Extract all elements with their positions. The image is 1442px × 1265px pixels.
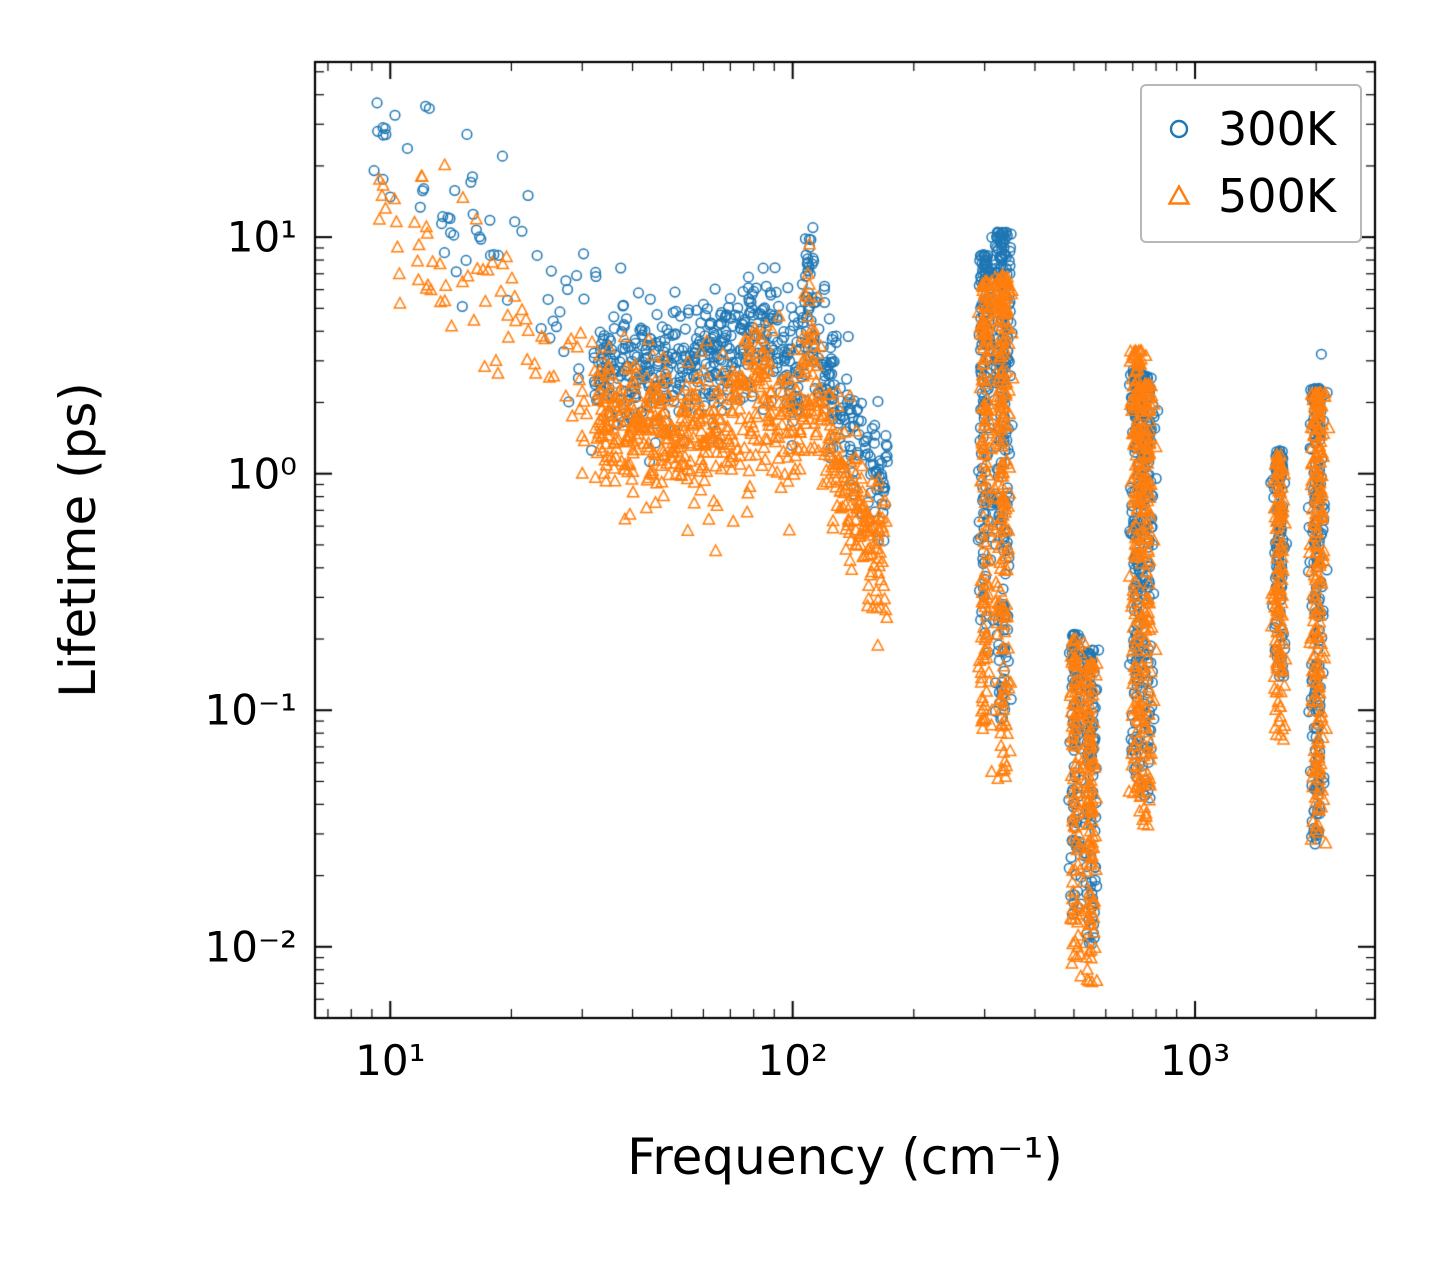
triangle-marker-icon [1167, 184, 1191, 205]
legend-label-300k: 300K [1218, 102, 1336, 156]
y-tick-label: 10⁻¹ [204, 685, 297, 735]
circle-marker-icon [1169, 120, 1189, 139]
x-tick-label: 10¹ [355, 1036, 426, 1085]
y-axis-label: Lifetime (ps) [49, 382, 107, 698]
x-tick-label: 10² [757, 1036, 828, 1085]
legend-label-500k: 500K [1218, 168, 1336, 223]
legend: 300K 500K [1140, 84, 1362, 244]
x-tick-label: 10³ [1159, 1036, 1231, 1085]
y-tick-label: 10¹ [226, 212, 297, 262]
y-tick-label: 10⁻² [204, 922, 297, 972]
legend-entry-300k: 300K [1162, 96, 1336, 163]
x-axis-label: Frequency (cm⁻¹) [627, 1128, 1063, 1186]
legend-entry-500k: 500K [1162, 163, 1336, 230]
y-tick-label: 10⁰ [226, 449, 297, 499]
